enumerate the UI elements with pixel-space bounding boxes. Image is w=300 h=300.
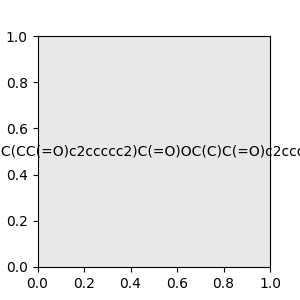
Text: COc1ccc(NC(CC(=O)c2ccccc2)C(=O)OC(C)C(=O)c2ccc(Cl)cc2)cc1: COc1ccc(NC(CC(=O)c2ccccc2)C(=O)OC(C)C(=O… — [0, 145, 300, 158]
